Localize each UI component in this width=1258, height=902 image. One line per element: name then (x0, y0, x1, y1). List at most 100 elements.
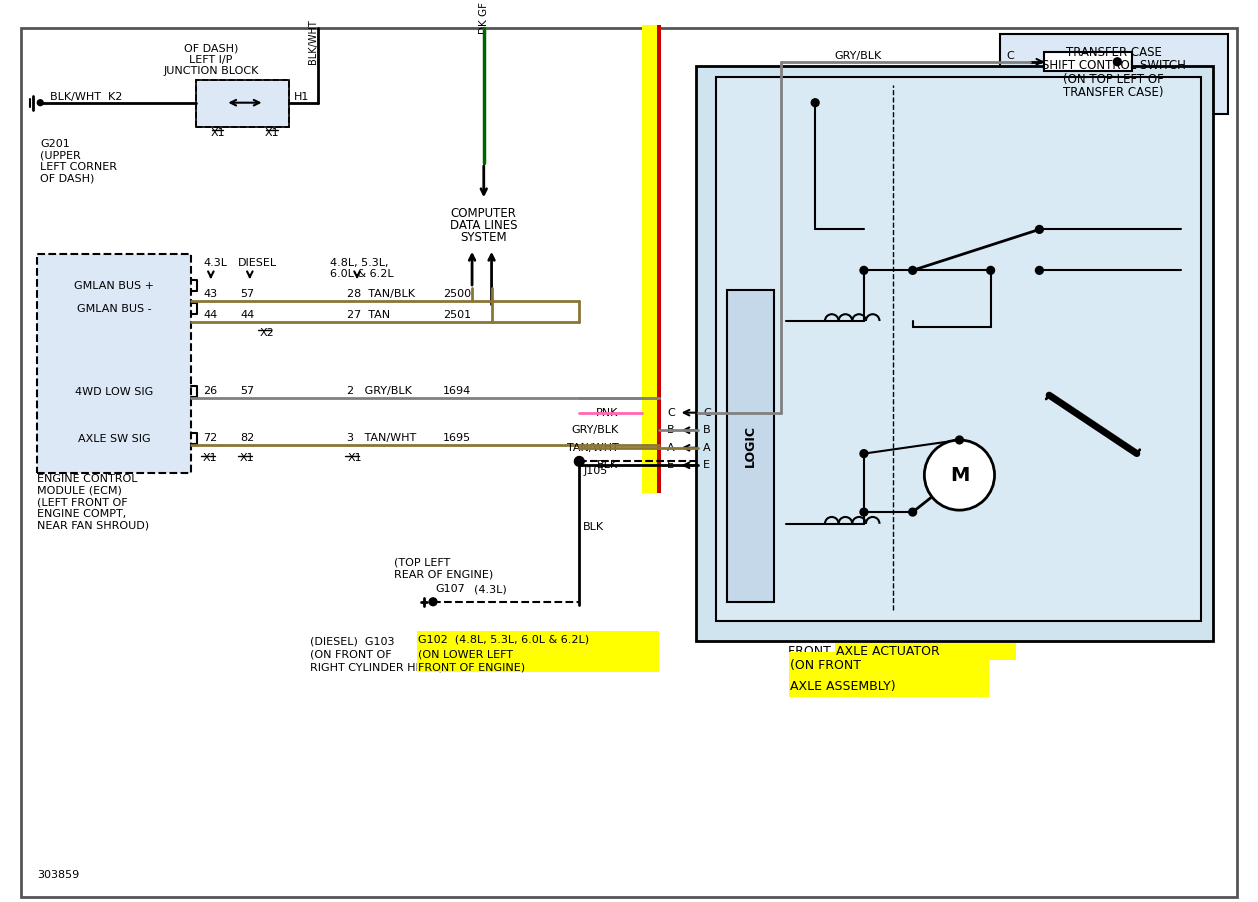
Text: 44: 44 (240, 310, 254, 320)
Text: (UPPER: (UPPER (40, 151, 81, 161)
Text: (DIESEL)  G103: (DIESEL) G103 (311, 637, 395, 647)
Text: 3   TAN/WHT: 3 TAN/WHT (347, 433, 416, 443)
Text: X1: X1 (210, 128, 225, 138)
Text: DATA LINES: DATA LINES (450, 219, 517, 232)
Text: X1: X1 (347, 454, 362, 464)
Text: C: C (667, 408, 674, 418)
Circle shape (956, 436, 964, 444)
Text: JUNCTION BLOCK: JUNCTION BLOCK (164, 67, 258, 77)
Text: BLK/WHT  K2: BLK/WHT K2 (50, 92, 122, 102)
Bar (1000, 34, 1228, 115)
Text: (4.3L): (4.3L) (474, 584, 507, 594)
Circle shape (908, 508, 917, 516)
Bar (418, 645, 659, 672)
Text: 2500: 2500 (443, 289, 470, 299)
Text: E: E (703, 460, 710, 470)
Text: MODULE (ECM): MODULE (ECM) (38, 485, 122, 495)
Text: GRY/BLK: GRY/BLK (834, 51, 882, 61)
Circle shape (575, 456, 584, 466)
Bar (196, 80, 289, 127)
Text: X1: X1 (203, 454, 218, 464)
Text: M: M (950, 465, 969, 484)
Text: H1: H1 (293, 92, 309, 102)
Bar (38, 253, 191, 474)
Circle shape (860, 508, 868, 516)
Text: TRANSFER CASE): TRANSFER CASE) (1063, 87, 1164, 99)
Text: X2: X2 (259, 327, 274, 337)
Text: A: A (667, 443, 674, 453)
Text: E: E (667, 460, 674, 470)
Bar (834, 643, 1016, 660)
Circle shape (1035, 226, 1043, 234)
Text: 57: 57 (240, 386, 254, 396)
Text: BLK: BLK (598, 460, 618, 470)
Text: X1: X1 (240, 454, 254, 464)
Text: AXLE ASSEMBLY): AXLE ASSEMBLY) (790, 680, 896, 693)
Text: DK GF: DK GF (479, 3, 489, 34)
Circle shape (38, 100, 43, 106)
Text: B: B (667, 425, 674, 435)
Text: SYSTEM: SYSTEM (460, 231, 507, 244)
Text: RIGHT CYLINDER HEAD): RIGHT CYLINDER HEAD) (311, 662, 443, 672)
Text: G107: G107 (435, 584, 464, 594)
Text: ENGINE COMPT,: ENGINE COMPT, (38, 509, 127, 519)
Text: AXLE ACTUATOR: AXLE ACTUATOR (835, 645, 940, 658)
Text: 43: 43 (203, 289, 218, 299)
Circle shape (1113, 58, 1121, 66)
Circle shape (986, 266, 995, 274)
Circle shape (860, 266, 868, 274)
Bar (418, 631, 659, 649)
Text: LEFT I/P: LEFT I/P (189, 55, 233, 65)
Text: G102  (4.8L, 5.3L, 6.0L & 6.2L): G102 (4.8L, 5.3L, 6.0L & 6.2L) (419, 635, 590, 645)
Bar (1044, 52, 1132, 71)
Text: (ON FRONT: (ON FRONT (790, 658, 860, 672)
Text: FRONT OF ENGINE): FRONT OF ENGINE) (419, 662, 526, 672)
Text: 57: 57 (240, 289, 254, 299)
Text: 44: 44 (203, 310, 218, 320)
Text: TRANSFER CASE: TRANSFER CASE (1066, 45, 1161, 59)
Bar (789, 652, 989, 697)
Text: LOGIC: LOGIC (745, 425, 757, 467)
Bar (642, 24, 659, 492)
Text: AXLE SW SIG: AXLE SW SIG (78, 434, 151, 444)
Text: (TOP LEFT: (TOP LEFT (394, 557, 450, 567)
Circle shape (925, 440, 995, 511)
Text: 2501: 2501 (443, 310, 470, 320)
Text: 4.3L: 4.3L (203, 258, 226, 268)
Text: LEFT CORNER: LEFT CORNER (40, 162, 117, 172)
Text: BLK/WHT: BLK/WHT (308, 19, 318, 64)
Text: (ON LOWER LEFT: (ON LOWER LEFT (419, 649, 513, 659)
Text: B: B (703, 425, 711, 435)
Bar (716, 78, 1201, 621)
Text: A: A (703, 443, 711, 453)
Text: 303859: 303859 (38, 870, 79, 879)
Text: 4WD LOW SIG: 4WD LOW SIG (75, 387, 153, 397)
Text: FRONT: FRONT (788, 645, 834, 658)
Text: TAN/WHT: TAN/WHT (566, 443, 618, 453)
Text: X1: X1 (265, 128, 279, 138)
Text: BLK: BLK (584, 521, 604, 531)
Text: C: C (703, 408, 711, 418)
Text: G201: G201 (40, 139, 70, 149)
Text: (LEFT FRONT OF: (LEFT FRONT OF (38, 497, 128, 507)
Text: 1695: 1695 (443, 433, 470, 443)
Circle shape (860, 450, 868, 457)
Bar (727, 290, 774, 602)
Text: ENGINE CONTROL: ENGINE CONTROL (38, 474, 138, 484)
Text: OF DASH): OF DASH) (40, 174, 94, 184)
Text: REAR OF ENGINE): REAR OF ENGINE) (394, 569, 493, 579)
Text: (ON TOP LEFT OF: (ON TOP LEFT OF (1063, 73, 1164, 86)
Circle shape (908, 266, 917, 274)
Text: 82: 82 (240, 433, 254, 443)
Text: 28  TAN/BLK: 28 TAN/BLK (347, 289, 415, 299)
Text: GMLAN BUS +: GMLAN BUS + (74, 281, 155, 291)
Text: 6.0L & 6.2L: 6.0L & 6.2L (330, 270, 394, 280)
Text: J105: J105 (584, 466, 608, 476)
Text: 72: 72 (203, 433, 218, 443)
Bar (196, 80, 289, 127)
Text: PNK: PNK (596, 408, 618, 418)
Text: 1694: 1694 (443, 386, 470, 396)
Text: COMPUTER: COMPUTER (450, 207, 517, 220)
Circle shape (1035, 266, 1043, 274)
Text: 27  TAN: 27 TAN (347, 310, 390, 320)
